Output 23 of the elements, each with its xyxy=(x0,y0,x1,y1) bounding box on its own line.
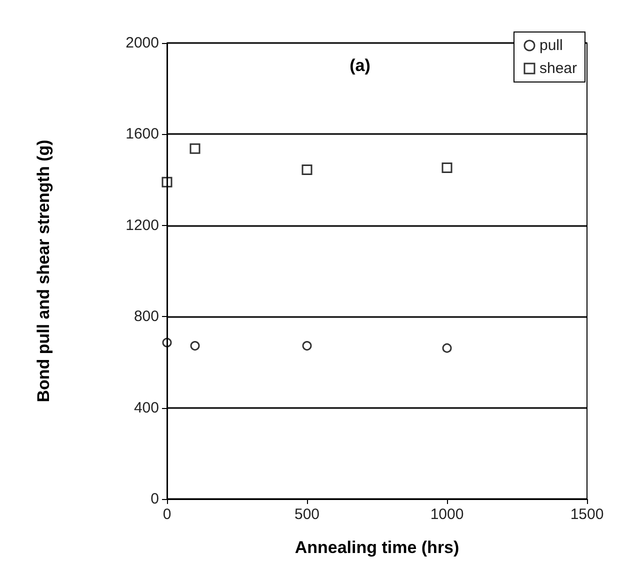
y-tick-label: 800 xyxy=(134,308,159,326)
y-tick-label: 1600 xyxy=(126,126,159,143)
point xyxy=(162,176,172,188)
legend-label: pull xyxy=(539,37,563,54)
x-axis-title: Annealing time (hrs) xyxy=(294,538,460,557)
x-tick-label: 1500 xyxy=(570,506,604,523)
point xyxy=(190,143,200,154)
point xyxy=(190,341,200,351)
annotation: (a) xyxy=(350,56,370,75)
y-tick-label: 2000 xyxy=(126,34,159,52)
point xyxy=(442,343,452,353)
point xyxy=(442,162,452,173)
y-tick-label: 1200 xyxy=(126,216,159,234)
legend-label: shear xyxy=(539,60,578,77)
point xyxy=(162,338,172,348)
y-axis-title: Bond pull and shear strength (g) xyxy=(34,140,53,402)
x-tick-label: 1000 xyxy=(430,506,464,523)
point xyxy=(302,164,312,176)
x-tick-label: 0 xyxy=(162,506,172,523)
y-tick-label: 400 xyxy=(134,399,159,416)
x-tick-label: 500 xyxy=(294,506,320,523)
y-tick-label: 0 xyxy=(150,490,159,508)
point xyxy=(302,341,312,351)
